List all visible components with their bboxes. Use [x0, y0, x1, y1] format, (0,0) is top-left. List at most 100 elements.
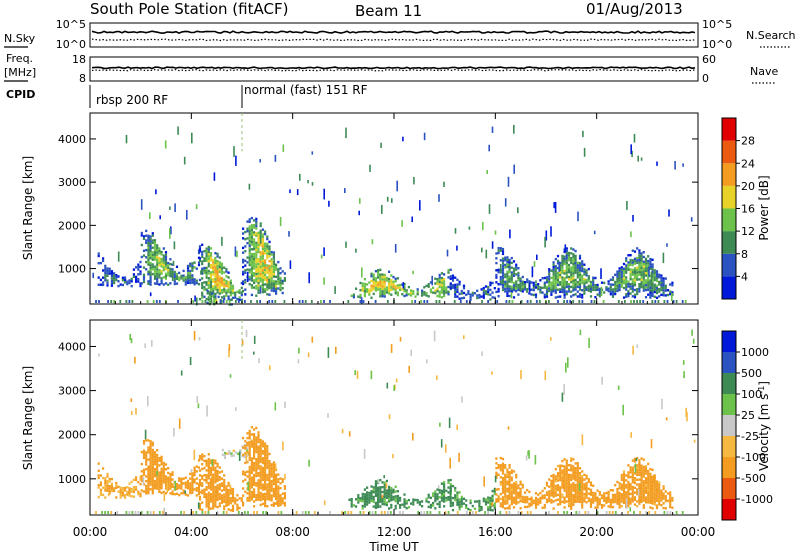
echo-cell [572, 482, 575, 485]
echo-cell [383, 283, 386, 286]
echo-cell [443, 273, 446, 276]
echo-cell [228, 303, 231, 306]
echo-cell [223, 481, 226, 484]
echo-cell [110, 477, 113, 481]
echo-cell [203, 459, 206, 463]
echo-cell [567, 480, 571, 484]
echo-cell [642, 267, 645, 271]
echo-cell [189, 272, 192, 275]
echo-cell [396, 497, 399, 500]
echo-cell [440, 296, 443, 299]
echo-cell [248, 499, 251, 502]
echo-cell [229, 289, 232, 292]
echo-cell [447, 285, 450, 289]
echo-cell [572, 248, 575, 251]
echo-cell [429, 288, 432, 291]
echo-cell [508, 266, 511, 269]
echo-cell [259, 484, 262, 487]
echo-cell [151, 475, 154, 478]
echo-cell [456, 498, 459, 502]
echo-cell [197, 263, 201, 267]
echo-cell [169, 274, 172, 278]
echo-cell [301, 300, 304, 303]
echo-cell [270, 279, 273, 283]
echo-cell [491, 499, 494, 502]
nsearch-tick-top: 10^5 [702, 18, 732, 31]
echo-cell [257, 270, 260, 273]
echo-cell [584, 511, 587, 514]
echo-cell [158, 247, 161, 250]
echo-cell [142, 237, 146, 240]
echo-cell [264, 283, 267, 286]
echo-cell [266, 285, 269, 289]
echo-cell [128, 279, 131, 282]
echo-cell [147, 458, 150, 461]
echo-cell [693, 439, 696, 443]
echo-cell [390, 503, 393, 507]
echo-cell [99, 283, 102, 286]
echo-cell [644, 262, 648, 265]
echo-cell [189, 269, 192, 273]
echo-cell [266, 252, 269, 255]
echo-cell [327, 347, 330, 358]
echo-cell [147, 282, 150, 285]
echo-cell [550, 281, 553, 284]
echo-cell [567, 275, 571, 279]
echo-cell [257, 238, 260, 242]
echo-cell [279, 279, 282, 282]
echo-cell [489, 504, 492, 507]
echo-cell [664, 507, 667, 510]
echo-cell [449, 277, 452, 280]
echo-cell [361, 497, 364, 500]
echo-cell [99, 483, 102, 487]
echo-cell [366, 491, 369, 494]
echo-cell [435, 300, 438, 303]
echo-cell [633, 284, 637, 287]
echo-cell [234, 499, 237, 503]
echo-cell [640, 271, 643, 274]
echo-cell [449, 287, 452, 290]
echo-cell [572, 486, 575, 490]
echo-cell [519, 282, 522, 285]
echo-cell [515, 495, 518, 498]
echo-cell [289, 189, 291, 194]
echo-cell [497, 249, 500, 252]
echo-cell [162, 469, 165, 472]
echo-cell [131, 411, 133, 416]
echo-cell [507, 426, 510, 430]
echo-cell [177, 300, 179, 303]
echo-cell [508, 507, 511, 510]
echo-cell [231, 284, 235, 288]
echo-cell [359, 296, 362, 299]
echo-cell [467, 292, 470, 295]
echo-cell [629, 263, 632, 266]
echo-cell [594, 506, 597, 509]
echo-cell [554, 291, 557, 294]
echo-cell [230, 454, 233, 458]
echo-cell [535, 300, 538, 303]
echo-cell [666, 492, 670, 495]
echo-cell [592, 286, 595, 289]
echo-cell [388, 277, 391, 281]
echo-cell [169, 472, 172, 476]
echo-cell [636, 273, 639, 276]
echo-cell [438, 285, 441, 289]
echo-cell [162, 461, 165, 465]
echo-cell [255, 222, 258, 225]
echo-cell [427, 283, 430, 286]
echo-cell [611, 501, 615, 504]
echo-cell [253, 233, 256, 236]
echo-cell [160, 277, 163, 280]
echo-cell [647, 472, 650, 475]
echo-cell [572, 262, 575, 266]
echo-cell [124, 496, 127, 499]
echo-cell [570, 252, 573, 255]
echo-cell [494, 475, 497, 483]
echo-cell [214, 469, 217, 472]
echo-cell [491, 497, 494, 500]
echo-cell [589, 500, 593, 504]
echo-cell [653, 271, 656, 274]
echo-cell [596, 503, 599, 507]
echo-cell [396, 490, 399, 493]
echo-cell [266, 235, 269, 238]
